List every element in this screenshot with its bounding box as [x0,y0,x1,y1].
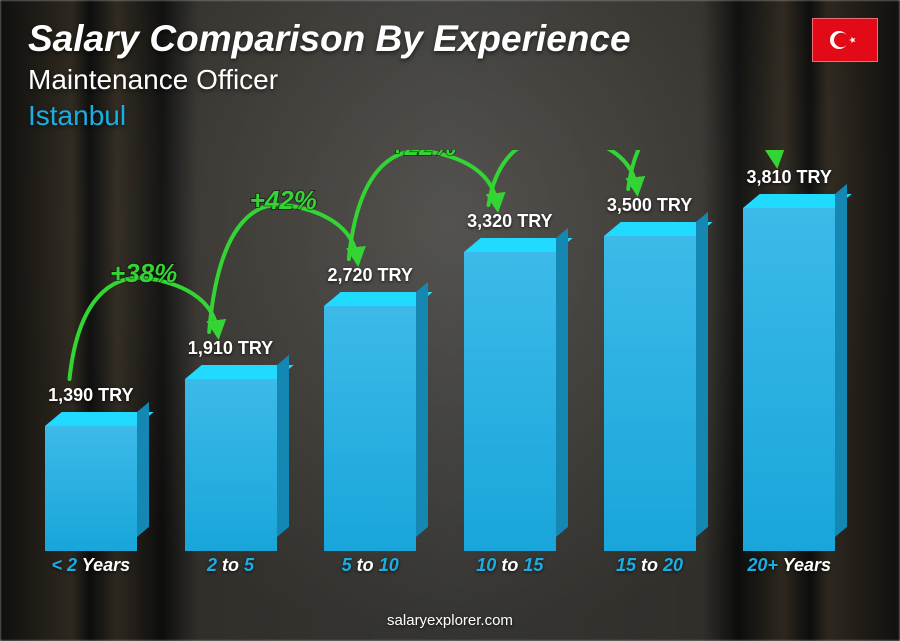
bar: 3,320 TRY [464,252,556,551]
x-axis-label: 2 to 5 [170,555,292,581]
x-axis-label: 15 to 20 [589,555,711,581]
bar-side [416,282,428,537]
x-axis-label: 10 to 15 [449,555,571,581]
x-axis-label: < 2 Years [30,555,152,581]
bar-side [277,355,289,537]
bar-front [45,426,137,551]
bar: 2,720 TRY [324,306,416,551]
bar-value-label: 2,720 TRY [327,265,412,286]
title-block: Salary Comparison By Experience Maintena… [28,18,631,132]
x-axis-label: 20+ Years [728,555,850,581]
chart-container: Salary Comparison By Experience Maintena… [0,0,900,641]
bar-value-label: 3,320 TRY [467,211,552,232]
bar-value-label: 3,810 TRY [746,167,831,188]
bars-row: 1,390 TRY 1,910 TRY 2,720 TRY 3,320 TRY 3,50… [30,150,850,551]
x-axis: < 2 Years 2 to 5 5 to 10 10 to 15 15 to 20 20… [30,555,850,581]
bar-slot: 3,320 TRY [449,150,571,551]
chart-city: Istanbul [28,100,631,132]
bar-side [556,228,568,537]
bar-front [464,252,556,551]
bar-value-label: 1,910 TRY [188,338,273,359]
bar: 3,500 TRY [604,236,696,551]
bar-front [743,208,835,551]
bar-side [696,212,708,537]
bar-slot: 1,390 TRY [30,150,152,551]
bar-slot: 2,720 TRY [309,150,431,551]
bar: 1,910 TRY [185,379,277,551]
bar-chart: +38%+42%+22%+6%+9% 1,390 TRY1,910 TRY2,7… [30,150,850,581]
bar-slot: 1,910 TRY [170,150,292,551]
bar: 3,810 TRY [743,208,835,551]
footer-credit: salaryexplorer.com [0,612,900,629]
bar-slot: 3,500 TRY [589,150,711,551]
bar-value-label: 1,390 TRY [48,385,133,406]
bar-side [137,402,149,537]
chart-subtitle: Maintenance Officer [28,64,631,96]
x-axis-label: 5 to 10 [309,555,431,581]
turkey-flag-icon [822,25,868,55]
bar-front [324,306,416,551]
bar-front [604,236,696,551]
bar-side [835,184,847,537]
country-flag [812,18,878,62]
bar-front [185,379,277,551]
bar-value-label: 3,500 TRY [607,195,692,216]
chart-title: Salary Comparison By Experience [28,18,631,60]
bar: 1,390 TRY [45,426,137,551]
bar-slot: 3,810 TRY [728,150,850,551]
